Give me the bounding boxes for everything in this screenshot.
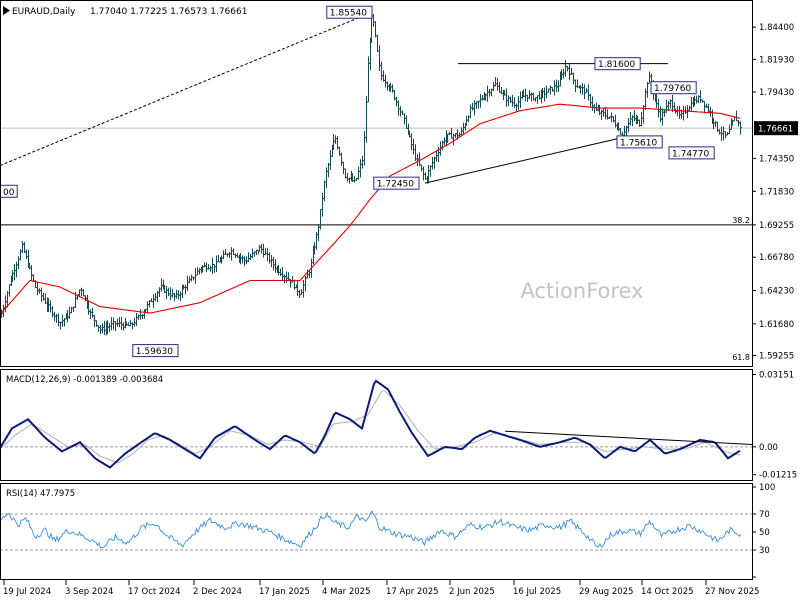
price-y-tick-label: 1.74350 [759, 154, 794, 164]
price-y-tick-label: 1.79430 [759, 88, 794, 98]
price-panel: 1.84400 1.81930 1.79430 1.74350 1.71830 1.692… [0, 5, 798, 362]
price-label-text: 1.85540 [330, 9, 367, 19]
price-label-text: 1.72450 [377, 180, 414, 190]
x-tick-label: 2 Jun 2025 [449, 587, 495, 597]
price-y-tick-label: 1.61680 [759, 320, 794, 330]
price-label-box [650, 81, 697, 95]
x-tick-label: 27 Nov 2025 [705, 587, 759, 597]
rsi-line [0, 510, 742, 549]
x-tick-label: 29 Aug 2025 [579, 587, 633, 597]
x-axis: 19 Jul 2024 3 Sep 2024 17 Oct 2024 2 Dec 20… [3, 580, 759, 597]
x-tick-label: 14 Oct 2025 [641, 587, 694, 597]
ohlc-values: 1.77040 1.77225 1.76573 1.76661 [90, 7, 247, 17]
price-y-tick-label: 1.84400 [759, 23, 794, 33]
price-y-tick-label: 1.71830 [759, 187, 794, 197]
chart-header: EURAUD,Daily 1.77040 1.77225 1.76573 1.7… [3, 6, 247, 17]
x-tick-label: 4 Mar 2025 [322, 587, 370, 597]
trendline [0, 11, 373, 167]
price-label-text: 00 [3, 188, 15, 198]
x-tick-label: 17 Apr 2025 [386, 587, 439, 597]
price-label-text: 1.81600 [598, 60, 635, 70]
macd-line [0, 379, 741, 469]
price-label-box [326, 5, 373, 19]
price-label-box [0, 184, 18, 198]
x-tick-label: 17 Jan 2025 [259, 587, 310, 597]
rsi-panel: RSI(14) 47.7975 100 70 50 30 [0, 483, 775, 578]
symbol-label: EURAUD,Daily [12, 7, 76, 17]
price-label-box [616, 135, 663, 149]
price-y-tick-label: 1.81930 [759, 55, 794, 65]
price-label-box [594, 57, 641, 71]
rsi-y-tick-label: 100 [759, 483, 775, 493]
macd-y-tick-label: -0.01215 [759, 471, 797, 481]
price-label-text: 1.74770 [672, 149, 709, 159]
rsi-y-tick-label: 70 [759, 510, 770, 520]
fib-level-label: 38.2 [732, 216, 750, 225]
macd-trendline [504, 430, 753, 446]
price-label-box [373, 176, 420, 190]
x-tick-label: 19 Jul 2024 [3, 587, 51, 597]
macd-y-tick-label: 0.00 [759, 443, 778, 453]
trendline [424, 137, 621, 184]
price-y-tick-label: 1.66780 [759, 253, 794, 263]
price-label-box [668, 146, 715, 160]
price-label-text: 1.79760 [654, 84, 691, 94]
rsi-y-tick-label: 30 [759, 546, 770, 556]
price-y-tick-label: 1.69255 [759, 221, 794, 231]
x-tick-label: 3 Sep 2024 [65, 587, 113, 597]
current-price-tag [754, 121, 798, 136]
rsi-y-tick-label: 50 [759, 528, 770, 538]
price-bars [0, 13, 742, 336]
x-tick-label: 16 Jul 2025 [513, 587, 561, 597]
price-label-text: 1.59630 [136, 347, 173, 357]
macd-title: MACD(12,26,9) -0.001389 -0.003684 [6, 375, 163, 385]
price-pane-border [0, 0, 753, 367]
price-y-tick-label: 1.59255 [759, 351, 794, 361]
macd-panel: MACD(12,26,9) -0.001389 -0.003684 0.0315… [0, 370, 797, 481]
moving-average-line [0, 103, 741, 315]
fib-level-label: 61.8 [732, 353, 750, 362]
price-label-box [132, 344, 179, 358]
price-y-tick-label: 1.64230 [759, 287, 794, 297]
x-tick-label: 2 Dec 2024 [193, 587, 242, 597]
rsi-title: RSI(14) 47.7975 [6, 489, 75, 499]
triangle-icon [3, 6, 10, 15]
rsi-pane-border [0, 483, 753, 580]
macd-y-tick-label: 0.03151 [759, 370, 794, 380]
current-price-label: 1.76661 [758, 125, 793, 135]
watermark: ActionForex [520, 279, 643, 303]
price-label-text: 1.75610 [620, 138, 657, 148]
macd-pane-border [0, 369, 753, 481]
x-tick-label: 17 Oct 2024 [128, 587, 181, 597]
pane-borders [0, 0, 753, 580]
